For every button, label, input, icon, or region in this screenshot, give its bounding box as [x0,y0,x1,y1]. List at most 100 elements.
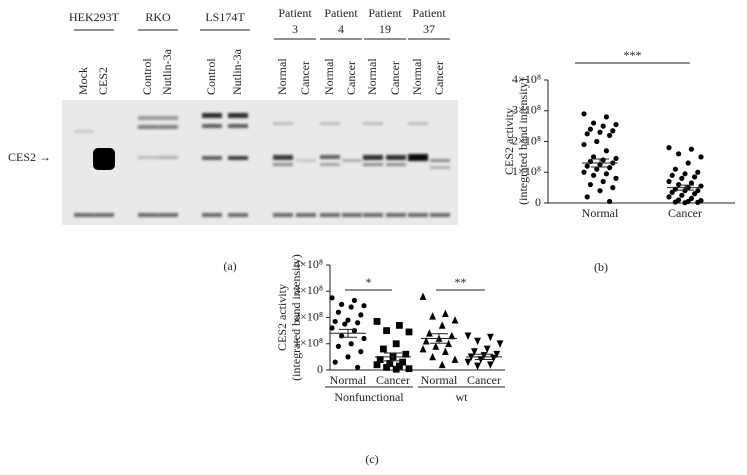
point [419,292,427,300]
point [442,347,449,356]
point [607,132,613,138]
point [373,361,381,369]
group-label: wt [456,390,469,404]
point [581,141,587,148]
gel-band [138,213,158,217]
point [600,178,606,185]
point [685,160,691,166]
point [581,169,587,175]
point [432,342,440,350]
group-label: HEK293T [69,10,120,24]
gel-band [320,122,340,125]
gel-band [202,124,222,128]
lane-label: Control [204,58,218,95]
point [351,297,357,304]
point [496,340,504,348]
gel-band [138,116,158,120]
point [339,333,345,339]
y-axis-label: (integrated band intensity) [516,78,530,205]
point [474,337,481,346]
point [332,359,338,365]
group-number: 37 [423,22,435,36]
point [490,354,497,363]
point [600,123,606,129]
point [695,188,701,194]
group-number: 3 [292,22,298,36]
point [688,180,695,186]
gel-band [158,116,178,120]
x-tick-label: Cancer [467,373,501,387]
point [607,198,613,205]
x-tick-label: Cancer [376,373,410,387]
gel-band [94,213,114,217]
gel-band [363,163,383,166]
group-number: 19 [379,22,391,36]
point [405,328,413,336]
point [603,148,610,154]
point [487,333,494,342]
lane-label: Cancer [344,61,358,95]
point [682,188,688,194]
gel-band [363,122,383,125]
y-tick-label: 2×10⁸ [294,309,323,323]
point [355,320,361,326]
point [603,114,610,120]
gel-band [273,155,293,160]
point [373,318,381,325]
x-tick-label: Normal [421,373,458,387]
point [695,199,701,205]
point [361,303,367,309]
point [361,335,367,342]
lane-label: Normal [275,58,289,95]
point [438,360,446,369]
point [613,155,619,162]
gel-band [386,163,406,166]
gel-band [273,122,293,125]
y-axis-label: CES2 activity [502,108,516,175]
point [487,361,494,369]
significance-label: ** [455,275,467,289]
point [666,145,672,151]
gel-band [430,213,450,217]
point [448,331,456,340]
gel-band [228,156,248,160]
point [348,341,354,347]
point [376,356,384,363]
gel-band [202,113,222,118]
gel-band [386,213,406,217]
y-tick-label: 0 [317,362,323,376]
y-axis-label: (integrated band intensity) [289,254,303,381]
lane-label: Cancer [298,61,312,95]
point [386,360,394,367]
point [584,194,590,200]
group-label: Nonfunctional [334,390,404,404]
gel-band [296,213,316,217]
gel-band [228,213,248,217]
point [610,185,616,191]
point [613,175,619,181]
point [358,312,364,318]
gel-band [386,155,406,160]
point [692,174,698,180]
point [429,352,436,361]
point [451,316,459,324]
point [402,350,410,358]
gel-band [320,155,340,159]
gel-band [138,156,158,159]
group-label: Patient [278,6,312,20]
y-tick-label: 1×10⁸ [512,164,541,178]
y-tick-label: 3×10⁸ [512,103,541,117]
group-label: Patient [324,6,358,20]
gel-band [342,213,362,217]
point [613,121,619,128]
point [355,364,361,370]
point [392,365,400,373]
x-tick-label: Normal [582,206,619,220]
gel-band [342,159,362,162]
point [383,327,390,335]
point [380,345,387,353]
lane-label: Normal [322,58,336,95]
y-tick-label: 1×10⁸ [294,336,323,350]
point [329,295,335,301]
